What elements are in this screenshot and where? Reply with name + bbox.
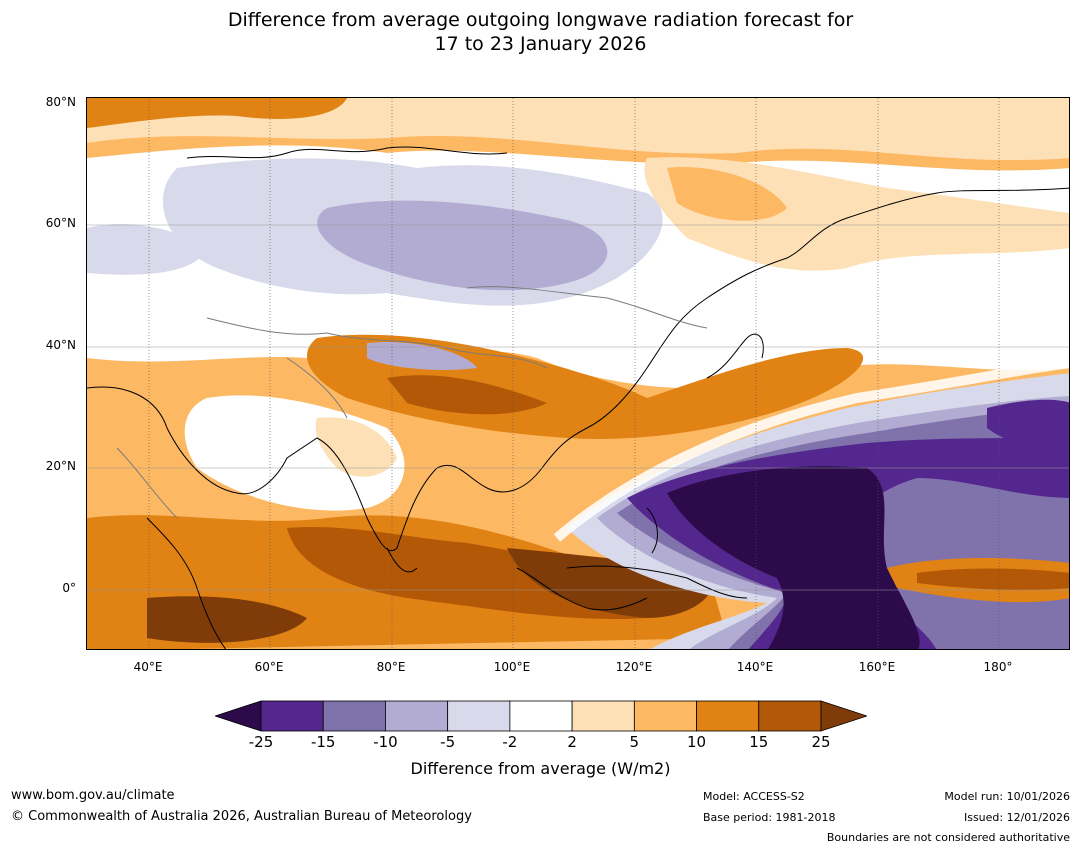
- boundary-mongolia: [466, 286, 708, 329]
- colorbar-tick-label: -10: [373, 733, 398, 751]
- country-boundaries: [116, 286, 708, 519]
- field-central-pacific-strong: [987, 399, 1069, 450]
- coastline-java: [566, 565, 748, 599]
- colorbar-segment: [758, 700, 822, 732]
- field-tibet-strong: [387, 375, 547, 415]
- field-east-pacific-strong: [917, 568, 1069, 591]
- boundary-central-asia: [206, 317, 548, 369]
- colorbar-segment: [385, 700, 449, 732]
- footer-base-period: Base period: 1981-2018: [703, 811, 836, 824]
- colorbar-tick-label: -5: [440, 733, 456, 751]
- lon-label-80e: 80°E: [376, 660, 406, 674]
- title-line-1: Difference from average outgoing longwav…: [227, 9, 854, 31]
- colorbar-segment: [571, 700, 635, 732]
- colorbar-tick-label: 10: [687, 733, 707, 751]
- field-tarim-cool: [367, 342, 477, 370]
- ola-map: [86, 97, 1070, 650]
- colorbar-tick-label: 15: [749, 733, 769, 751]
- colorbar-tick-label: 2: [567, 733, 577, 751]
- colorbar-segment: [447, 700, 511, 732]
- colorbar-extend-high: [820, 700, 867, 732]
- field-india-light: [315, 417, 397, 477]
- lon-label-180: 180°: [983, 660, 1013, 674]
- coastline-sumatra: [516, 567, 648, 611]
- lon-label-140e: 140°E: [736, 660, 774, 674]
- graticule: [87, 98, 1069, 649]
- lon-label-100e: 100°E: [493, 660, 531, 674]
- footer-issued: Issued: 12/01/2026: [963, 811, 1070, 824]
- colorbar-tick-label: -25: [248, 733, 274, 751]
- field-arctic-warm: [87, 98, 347, 128]
- field-west-pale: [87, 224, 207, 275]
- map-title: Difference from average outgoing longwav…: [0, 8, 1081, 56]
- boundary-arabia: [116, 447, 178, 519]
- boundary-south-asia: [286, 357, 348, 419]
- coastline-main: [87, 187, 1069, 551]
- coastlines: [87, 146, 1069, 649]
- footer-website[interactable]: www.bom.gov.au/climate: [11, 788, 175, 803]
- field-arctic-light: [87, 98, 1069, 161]
- colorbar-segment: [696, 700, 760, 732]
- coastline-arctic: [186, 146, 508, 159]
- field-okhotsk-warm: [667, 167, 787, 221]
- field-pacific-extreme: [667, 466, 920, 649]
- lat-label-0: 0°: [62, 581, 76, 595]
- footer-disclaimer: Boundaries are not considered authoritat…: [826, 831, 1070, 844]
- footer-model: Model: ACCESS-S2: [703, 790, 805, 803]
- lat-label-60n: 60°N: [45, 216, 76, 230]
- colorbar-segment: [260, 700, 324, 732]
- coastline-japan: [706, 333, 764, 379]
- field-indian-extreme: [147, 596, 307, 643]
- title-line-2: 17 to 23 January 2026: [434, 33, 647, 55]
- coastline-philippines: [646, 507, 658, 554]
- lon-label-120e: 120°E: [615, 660, 653, 674]
- colorbar-label: Difference from average (W/m2): [410, 759, 671, 778]
- colorbar-segment: [322, 700, 386, 732]
- field-plume-edge: [553, 358, 1069, 542]
- colorbar-tick-label: 5: [629, 733, 640, 751]
- lat-label-40n: 40°N: [45, 338, 76, 352]
- coastline-east-africa: [146, 517, 227, 649]
- ola-anomaly-field: [87, 98, 1069, 649]
- colorbar: [215, 700, 867, 732]
- lat-label-80n: 80°N: [45, 95, 76, 109]
- colorbar-tick-label: 25: [811, 733, 831, 751]
- coastline-sri-lanka: [386, 547, 418, 573]
- lon-label-160e: 160°E: [858, 660, 896, 674]
- lat-label-20n: 20°N: [45, 459, 76, 473]
- field-siberia-mid: [317, 200, 608, 291]
- colorbar-tick-label: -2: [502, 733, 518, 751]
- footer-copyright: © Commonwealth of Australia 2026, Austra…: [11, 809, 472, 824]
- lon-label-40e: 40°E: [133, 660, 163, 674]
- colorbar-segment: [509, 700, 573, 732]
- lon-label-60e: 60°E: [254, 660, 284, 674]
- colorbar-segment: [633, 700, 697, 732]
- colorbar-extend-low: [215, 700, 262, 732]
- footer-model-run: Model run: 10/01/2026: [944, 790, 1070, 803]
- colorbar-tick-label: -15: [310, 733, 336, 751]
